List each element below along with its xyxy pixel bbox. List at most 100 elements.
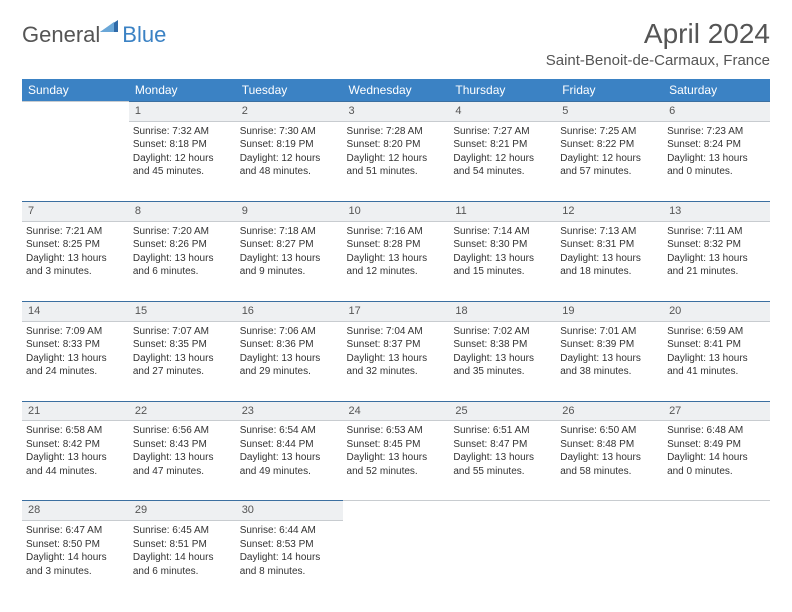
day-number-cell: 3 <box>343 102 450 122</box>
weekday-header: Monday <box>129 79 236 102</box>
day-cell: Sunrise: 6:56 AMSunset: 8:43 PMDaylight:… <box>129 421 236 501</box>
day-cell: Sunrise: 7:13 AMSunset: 8:31 PMDaylight:… <box>556 221 663 301</box>
day-line-d2: and 52 minutes. <box>347 465 446 479</box>
day-number-cell: 26 <box>556 401 663 421</box>
day-line-d2: and 41 minutes. <box>667 365 766 379</box>
calendar-table: SundayMondayTuesdayWednesdayThursdayFrid… <box>22 79 770 601</box>
day-line-d1: Daylight: 13 hours <box>133 252 232 266</box>
day-line-d2: and 15 minutes. <box>453 265 552 279</box>
weekday-header: Saturday <box>663 79 770 102</box>
page-header: General Blue April 2024 Saint-Benoit-de-… <box>22 18 770 69</box>
brand-part1: General <box>22 22 100 48</box>
day-line-sunset: Sunset: 8:27 PM <box>240 238 339 252</box>
day-line-sunset: Sunset: 8:37 PM <box>347 338 446 352</box>
day-line-sunset: Sunset: 8:44 PM <box>240 438 339 452</box>
day-cell: Sunrise: 6:44 AMSunset: 8:53 PMDaylight:… <box>236 521 343 601</box>
day-line-sunrise: Sunrise: 6:56 AM <box>133 424 232 438</box>
day-line-sunrise: Sunrise: 7:01 AM <box>560 325 659 339</box>
day-line-sunrise: Sunrise: 6:53 AM <box>347 424 446 438</box>
day-line-sunrise: Sunrise: 6:44 AM <box>240 524 339 538</box>
day-line-sunrise: Sunrise: 7:27 AM <box>453 125 552 139</box>
day-content-row: Sunrise: 6:58 AMSunset: 8:42 PMDaylight:… <box>22 421 770 501</box>
day-number-cell: 12 <box>556 201 663 221</box>
day-number-cell: 6 <box>663 102 770 122</box>
day-line-sunset: Sunset: 8:41 PM <box>667 338 766 352</box>
day-number-row: 282930 <box>22 501 770 521</box>
day-number-cell: 23 <box>236 401 343 421</box>
day-number-cell: 5 <box>556 102 663 122</box>
day-number-cell: 1 <box>129 102 236 122</box>
day-line-sunset: Sunset: 8:45 PM <box>347 438 446 452</box>
day-line-sunrise: Sunrise: 6:54 AM <box>240 424 339 438</box>
day-cell: Sunrise: 7:20 AMSunset: 8:26 PMDaylight:… <box>129 221 236 301</box>
day-line-d1: Daylight: 13 hours <box>133 451 232 465</box>
calendar-body: 123456Sunrise: 7:32 AMSunset: 8:18 PMDay… <box>22 102 770 601</box>
day-line-d1: Daylight: 13 hours <box>240 352 339 366</box>
day-line-d1: Daylight: 13 hours <box>453 352 552 366</box>
day-line-sunset: Sunset: 8:28 PM <box>347 238 446 252</box>
day-cell: Sunrise: 6:45 AMSunset: 8:51 PMDaylight:… <box>129 521 236 601</box>
day-cell <box>663 521 770 601</box>
day-number-row: 21222324252627 <box>22 401 770 421</box>
day-line-d2: and 8 minutes. <box>240 565 339 579</box>
day-line-d2: and 49 minutes. <box>240 465 339 479</box>
day-line-sunrise: Sunrise: 7:04 AM <box>347 325 446 339</box>
day-line-sunset: Sunset: 8:24 PM <box>667 138 766 152</box>
day-line-sunset: Sunset: 8:22 PM <box>560 138 659 152</box>
day-line-d2: and 3 minutes. <box>26 565 125 579</box>
day-line-d2: and 44 minutes. <box>26 465 125 479</box>
day-number-cell: 11 <box>449 201 556 221</box>
day-cell: Sunrise: 7:02 AMSunset: 8:38 PMDaylight:… <box>449 321 556 401</box>
day-number-cell: 2 <box>236 102 343 122</box>
weekday-header: Wednesday <box>343 79 450 102</box>
day-line-d2: and 0 minutes. <box>667 465 766 479</box>
day-line-sunrise: Sunrise: 7:14 AM <box>453 225 552 239</box>
weekday-header: Sunday <box>22 79 129 102</box>
day-line-d1: Daylight: 13 hours <box>667 152 766 166</box>
day-cell: Sunrise: 7:21 AMSunset: 8:25 PMDaylight:… <box>22 221 129 301</box>
day-cell: Sunrise: 7:14 AMSunset: 8:30 PMDaylight:… <box>449 221 556 301</box>
day-line-sunrise: Sunrise: 6:48 AM <box>667 424 766 438</box>
day-line-d2: and 55 minutes. <box>453 465 552 479</box>
day-line-sunset: Sunset: 8:26 PM <box>133 238 232 252</box>
day-line-sunrise: Sunrise: 7:18 AM <box>240 225 339 239</box>
day-number-cell: 8 <box>129 201 236 221</box>
day-number-cell: 24 <box>343 401 450 421</box>
day-cell: Sunrise: 7:06 AMSunset: 8:36 PMDaylight:… <box>236 321 343 401</box>
day-line-d2: and 47 minutes. <box>133 465 232 479</box>
day-line-sunset: Sunset: 8:43 PM <box>133 438 232 452</box>
day-line-d1: Daylight: 13 hours <box>26 252 125 266</box>
day-line-sunrise: Sunrise: 7:09 AM <box>26 325 125 339</box>
day-line-sunset: Sunset: 8:47 PM <box>453 438 552 452</box>
day-line-d1: Daylight: 13 hours <box>453 451 552 465</box>
day-number-cell: 30 <box>236 501 343 521</box>
day-line-sunset: Sunset: 8:32 PM <box>667 238 766 252</box>
day-number-cell: 16 <box>236 301 343 321</box>
day-line-sunrise: Sunrise: 6:51 AM <box>453 424 552 438</box>
day-number-cell: 13 <box>663 201 770 221</box>
day-line-d2: and 12 minutes. <box>347 265 446 279</box>
day-line-d2: and 3 minutes. <box>26 265 125 279</box>
day-line-d2: and 29 minutes. <box>240 365 339 379</box>
day-line-d2: and 21 minutes. <box>667 265 766 279</box>
day-content-row: Sunrise: 7:09 AMSunset: 8:33 PMDaylight:… <box>22 321 770 401</box>
day-content-row: Sunrise: 7:32 AMSunset: 8:18 PMDaylight:… <box>22 121 770 201</box>
day-line-d2: and 18 minutes. <box>560 265 659 279</box>
day-cell: Sunrise: 6:53 AMSunset: 8:45 PMDaylight:… <box>343 421 450 501</box>
day-cell <box>343 521 450 601</box>
day-number-cell: 21 <box>22 401 129 421</box>
day-number-row: 123456 <box>22 102 770 122</box>
day-line-d1: Daylight: 13 hours <box>133 352 232 366</box>
day-line-sunrise: Sunrise: 7:23 AM <box>667 125 766 139</box>
day-line-d1: Daylight: 13 hours <box>560 451 659 465</box>
day-cell: Sunrise: 6:54 AMSunset: 8:44 PMDaylight:… <box>236 421 343 501</box>
day-line-d1: Daylight: 13 hours <box>240 451 339 465</box>
day-cell: Sunrise: 6:51 AMSunset: 8:47 PMDaylight:… <box>449 421 556 501</box>
day-line-sunset: Sunset: 8:51 PM <box>133 538 232 552</box>
day-cell: Sunrise: 7:28 AMSunset: 8:20 PMDaylight:… <box>343 121 450 201</box>
day-line-sunrise: Sunrise: 7:32 AM <box>133 125 232 139</box>
day-line-d2: and 54 minutes. <box>453 165 552 179</box>
day-line-d1: Daylight: 13 hours <box>26 352 125 366</box>
day-line-sunrise: Sunrise: 7:28 AM <box>347 125 446 139</box>
day-number-cell: 25 <box>449 401 556 421</box>
